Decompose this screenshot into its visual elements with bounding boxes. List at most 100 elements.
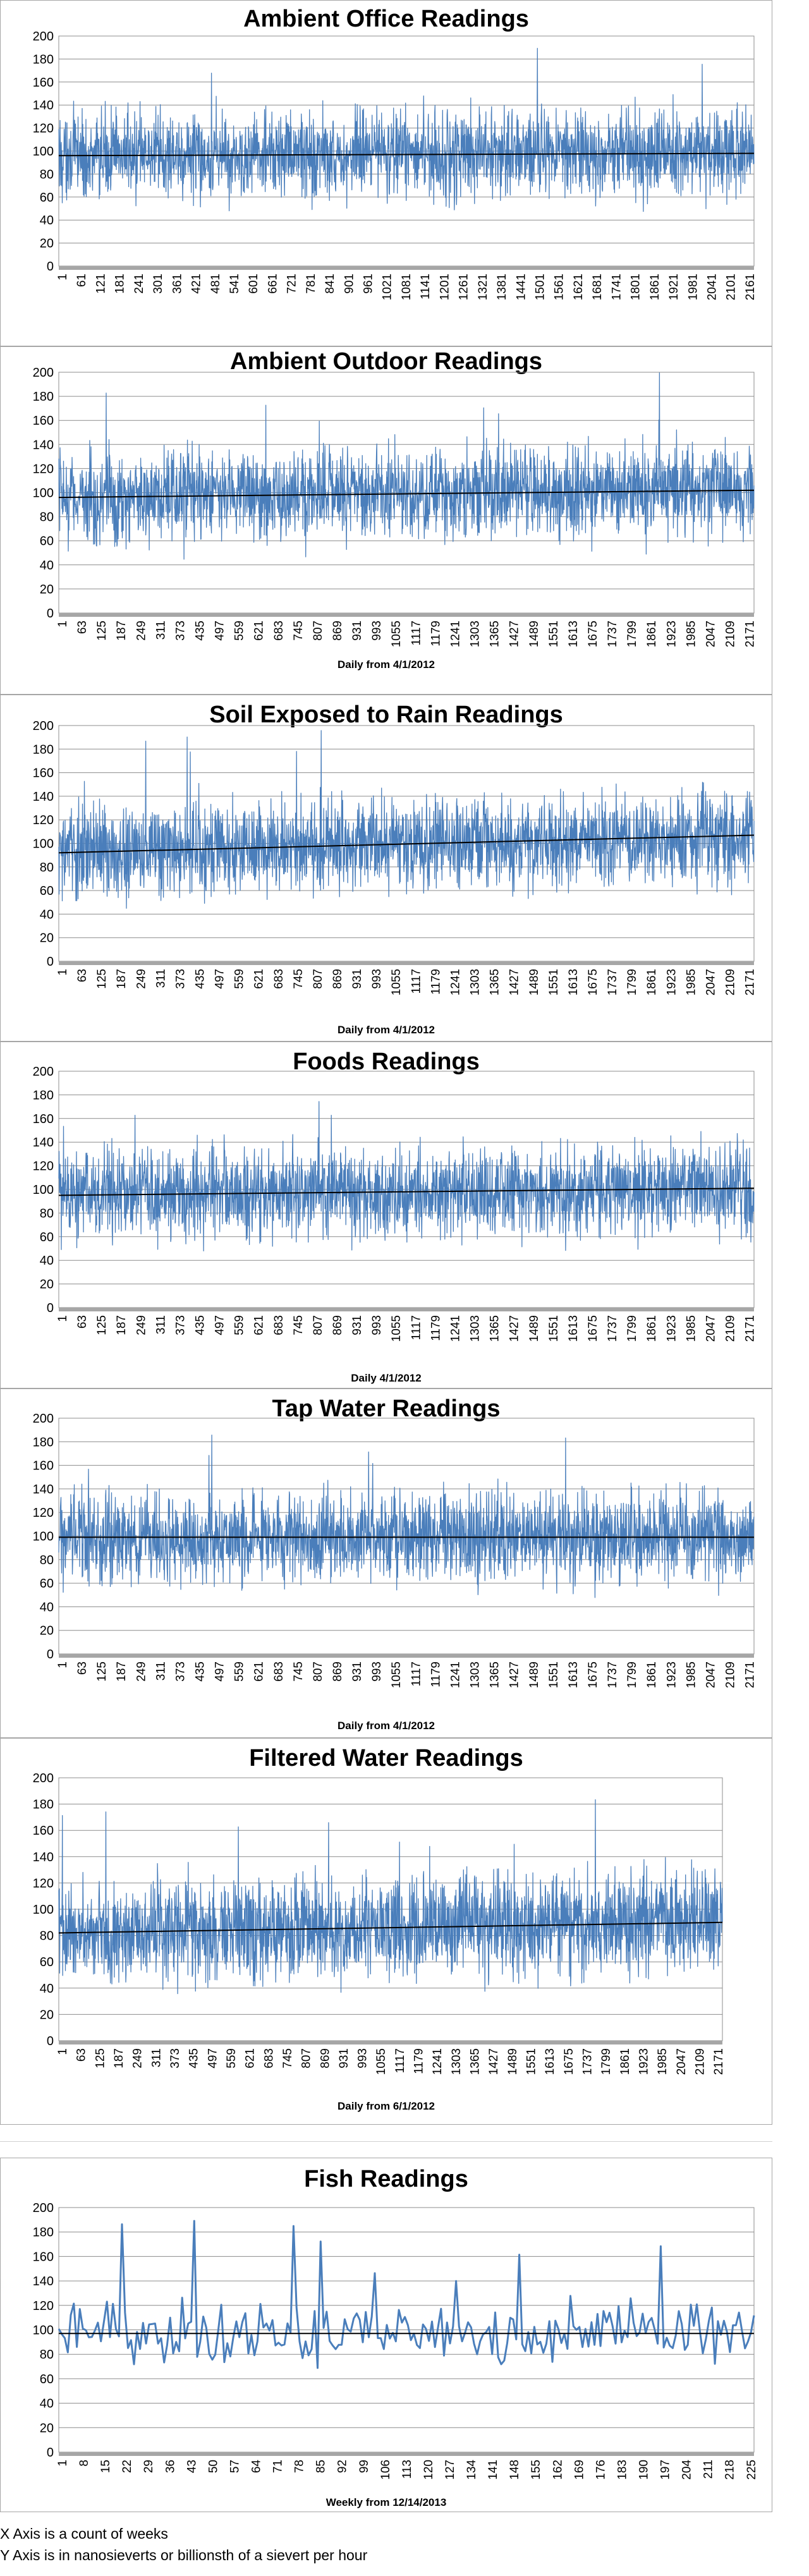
x-tick-label: 241 — [133, 274, 146, 294]
x-tick-label: 1179 — [429, 621, 442, 647]
footer-note-x-axis: X Axis is a count of weeks — [0, 2525, 168, 2542]
x-tick-label: 1861 — [648, 274, 662, 300]
x-tick-label: 155 — [530, 2460, 543, 2480]
x-tick-label: 106 — [379, 2460, 392, 2480]
chart-plot: 0 20 40 60 80 100 120 140 160 180 200 1 63 125 187 249 3… — [33, 1412, 757, 1688]
y-tick-label: 180 — [33, 52, 54, 66]
y-tick-label: 20 — [40, 1624, 54, 1638]
x-tick-label: 1861 — [645, 1315, 659, 1342]
x-tick-label: 745 — [292, 1662, 305, 1682]
y-tick-label: 160 — [33, 2250, 54, 2264]
y-tick-label: 160 — [33, 767, 54, 781]
y-tick-label: 180 — [33, 1088, 54, 1102]
y-tick-label: 100 — [33, 2324, 54, 2338]
y-tick-label: 140 — [33, 1850, 54, 1864]
x-tick-label: 1261 — [458, 274, 471, 300]
y-tick-label: 200 — [33, 366, 54, 380]
x-tick-label: 1675 — [587, 1662, 600, 1688]
x-tick-label: 1427 — [487, 2048, 501, 2075]
x-tick-label: 1201 — [438, 274, 451, 300]
y-tick-label: 120 — [33, 1876, 54, 1890]
x-tick-label: 176 — [594, 2460, 607, 2480]
x-tick-label: 127 — [444, 2460, 457, 2480]
x-tick-label: 1737 — [606, 621, 619, 647]
x-tick-label: 169 — [573, 2460, 586, 2480]
x-tick-label: 1551 — [547, 621, 561, 647]
x-tick-label: 497 — [206, 2048, 219, 2069]
x-tick-label: 63 — [76, 969, 89, 982]
y-tick-label: 80 — [40, 1553, 54, 1567]
y-tick-label: 20 — [40, 932, 54, 945]
x-tick-label: 1621 — [572, 274, 585, 300]
x-tick-label: 1923 — [665, 621, 678, 647]
x-tick-label: 683 — [262, 2048, 276, 2069]
chart-panel-ambient-office: Ambient Office Readings 0 20 40 60 80 100 120 1… — [0, 0, 772, 346]
y-tick-label: 60 — [40, 2372, 54, 2386]
chart-plot: 0 20 40 60 80 100 120 140 160 180 200 1 61 121 181 241 3… — [33, 30, 757, 300]
x-tick-label: 187 — [115, 1662, 128, 1682]
y-tick-label: 120 — [33, 813, 54, 827]
y-tick-label: 60 — [40, 535, 54, 549]
x-tick-label: 2109 — [724, 969, 738, 995]
x-tick-label: 249 — [135, 1662, 148, 1682]
chart-panel-ambient-outdoor: Ambient Outdoor Readings Daily from 4/1/… — [0, 346, 772, 695]
x-tick-label: 745 — [292, 969, 305, 989]
x-tick-label: 683 — [272, 621, 286, 641]
x-tick-label: 311 — [154, 1662, 167, 1680]
x-tick-label: 1303 — [450, 2048, 463, 2075]
x-axis-band — [59, 1654, 754, 1658]
x-tick-label: 63 — [76, 1315, 89, 1328]
x-tick-label: 497 — [214, 1315, 227, 1335]
x-tick-label: 931 — [338, 2048, 351, 2069]
x-tick-label: 125 — [95, 621, 109, 641]
x-tick-label: 807 — [312, 1315, 325, 1335]
x-tick-label: 621 — [244, 2048, 257, 2069]
x-tick-label: 781 — [305, 274, 318, 294]
x-tick-label: 1241 — [449, 969, 463, 995]
x-tick-label: 2171 — [712, 2048, 726, 2075]
y-tick-label: 140 — [33, 1483, 54, 1497]
chart-panel-soil-exposed: Soil Exposed to Rain Readings Daily from… — [0, 695, 772, 1042]
y-tick-label: 100 — [33, 837, 54, 851]
x-tick-label: 1613 — [567, 1662, 580, 1688]
y-tick-label: 80 — [40, 1929, 54, 1943]
x-tick-label: 1 — [56, 621, 70, 628]
x-tick-label: 621 — [253, 1315, 266, 1335]
x-tick-label: 2171 — [744, 1315, 757, 1342]
x-tick-label: 2047 — [704, 621, 717, 647]
y-tick-label: 0 — [47, 2446, 54, 2460]
y-tick-label: 80 — [40, 861, 54, 875]
y-tick-label: 80 — [40, 2348, 54, 2362]
x-tick-label: 497 — [214, 969, 227, 989]
x-axis-band — [59, 613, 754, 617]
chart-xlabel: Daily from 6/1/2012 — [337, 2100, 435, 2112]
chart-xlabel: Daily from 4/1/2012 — [337, 1024, 435, 1036]
y-tick-label: 160 — [33, 1459, 54, 1473]
y-tick-label: 140 — [33, 790, 54, 804]
x-tick-label: 1117 — [410, 621, 423, 645]
chart-plot: 0 20 40 60 80 100 120 140 160 180 200 1 63 125 187 249 3… — [33, 366, 757, 647]
x-tick-label: 71 — [272, 2460, 285, 2473]
x-tick-label: 1981 — [686, 274, 700, 300]
x-tick-label: 63 — [76, 1662, 89, 1675]
y-tick-label: 180 — [33, 743, 54, 756]
x-tick-label: 1303 — [469, 969, 482, 995]
x-tick-label: 1117 — [394, 2048, 407, 2073]
y-tick-label: 80 — [40, 1206, 54, 1220]
x-tick-label: 1737 — [581, 2048, 595, 2075]
y-tick-label: 20 — [40, 2421, 54, 2435]
x-tick-label: 2109 — [724, 1315, 738, 1342]
trend-line — [58, 834, 755, 854]
y-tick-label: 100 — [33, 487, 54, 501]
x-tick-label: 1117 — [410, 1315, 423, 1340]
x-tick-label: 1489 — [528, 621, 541, 647]
x-tick-label: 125 — [95, 969, 109, 989]
y-tick-label: 160 — [33, 414, 54, 428]
x-tick-label: 435 — [188, 2048, 201, 2069]
x-tick-label: 2109 — [724, 1662, 738, 1688]
chart-xlabel: Daily from 4/1/2012 — [337, 659, 435, 671]
series-line — [58, 1101, 755, 1252]
x-tick-label: 1801 — [630, 274, 643, 300]
x-tick-label: 1551 — [547, 1315, 561, 1342]
x-tick-label: 841 — [324, 274, 337, 294]
